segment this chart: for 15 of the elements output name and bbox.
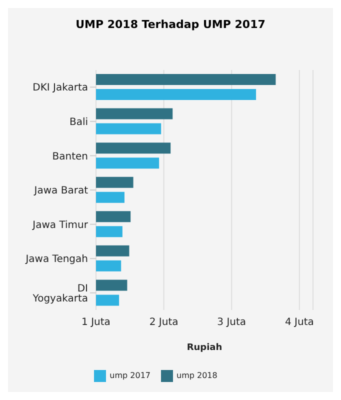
x-axis-title: Rupiah bbox=[186, 343, 222, 353]
y-tick-label: DI Yogyakarta bbox=[32, 283, 88, 304]
y-tick-label: DKI Jakarta bbox=[32, 82, 88, 94]
x-tick-label: 2 Juta bbox=[149, 317, 178, 328]
y-tick-label: Jawa Barat bbox=[33, 186, 88, 197]
chart-title: UMP 2018 Terhadap UMP 2017 bbox=[74, 17, 266, 33]
x-tick-label: 1 Juta bbox=[82, 317, 110, 328]
y-tick-label: Bali bbox=[69, 116, 88, 128]
x-tick-label: 4 Juta bbox=[284, 317, 314, 328]
x-tick-label: 3 Juta bbox=[217, 317, 246, 328]
legend-label: ump 2017 bbox=[110, 371, 150, 380]
y-tick-label: Jawa Tengah bbox=[24, 254, 88, 266]
y-tick-label: Banten bbox=[52, 151, 88, 162]
legend-label: ump 2018 bbox=[176, 371, 218, 380]
y-tick-label: Jawa Timur bbox=[32, 220, 89, 231]
